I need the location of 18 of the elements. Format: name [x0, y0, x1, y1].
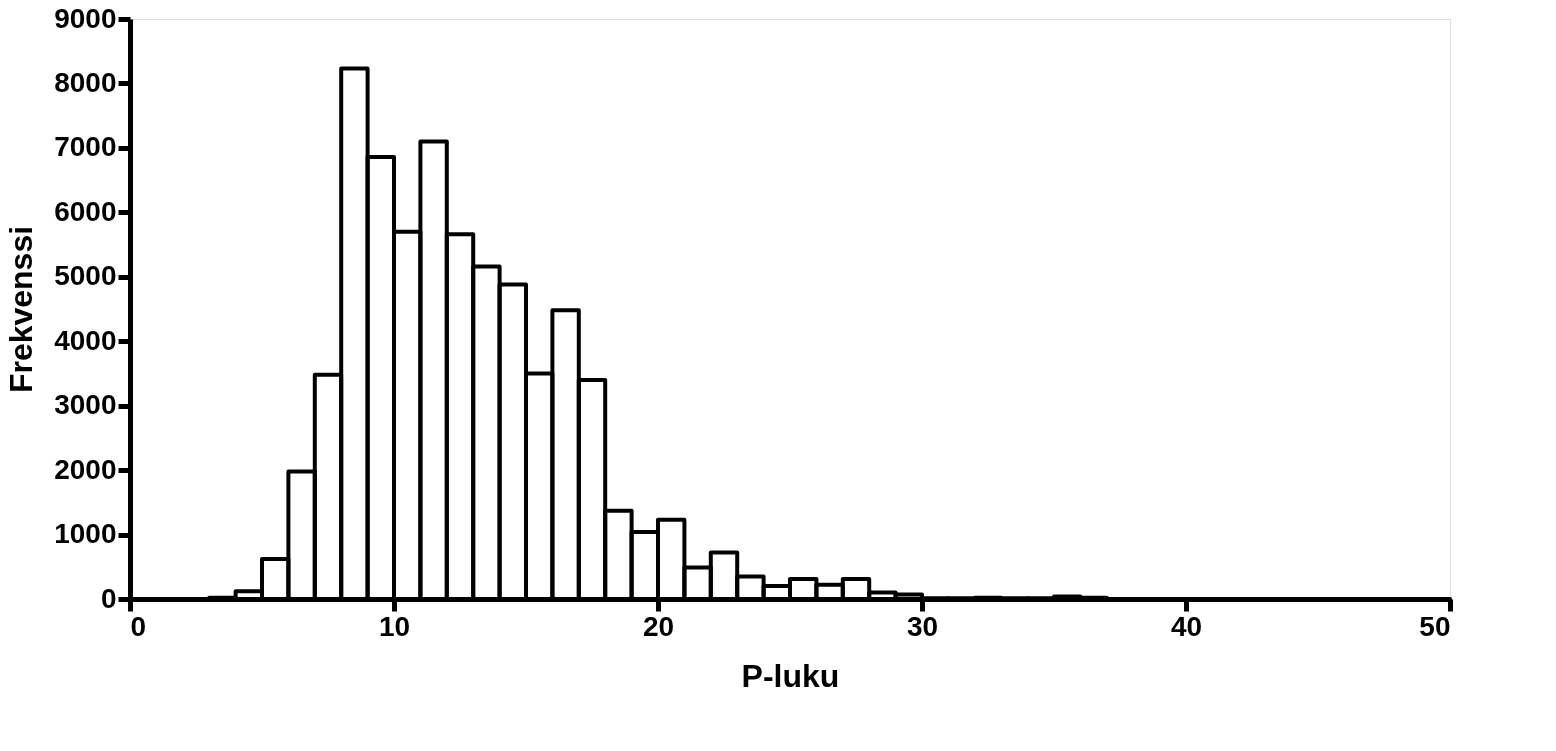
y-axis-title: Frekvenssi	[3, 225, 40, 394]
y-tick-label: 4000	[54, 324, 117, 356]
x-tick-label: 40	[1170, 610, 1203, 642]
x-axis-title: P-luku	[741, 657, 840, 694]
x-tick-label: 20	[642, 610, 675, 642]
x-tick-label: 10	[378, 610, 411, 642]
y-tick-label: 5000	[54, 260, 117, 292]
y-tick-label: 3000	[54, 389, 117, 421]
y-tick-label: 7000	[54, 131, 117, 163]
y-tick-label: 6000	[54, 195, 117, 227]
x-tick-label: 50	[1419, 610, 1451, 642]
y-tick-label: 2000	[54, 453, 117, 485]
y-tick-label: 1000	[54, 518, 117, 550]
y-tick-label: 9000	[54, 2, 117, 34]
y-tick-label: 0	[100, 582, 117, 614]
x-tick-label: 0	[130, 610, 147, 642]
y-tick-label: 8000	[54, 66, 117, 98]
x-tick-label: 30	[906, 610, 939, 642]
